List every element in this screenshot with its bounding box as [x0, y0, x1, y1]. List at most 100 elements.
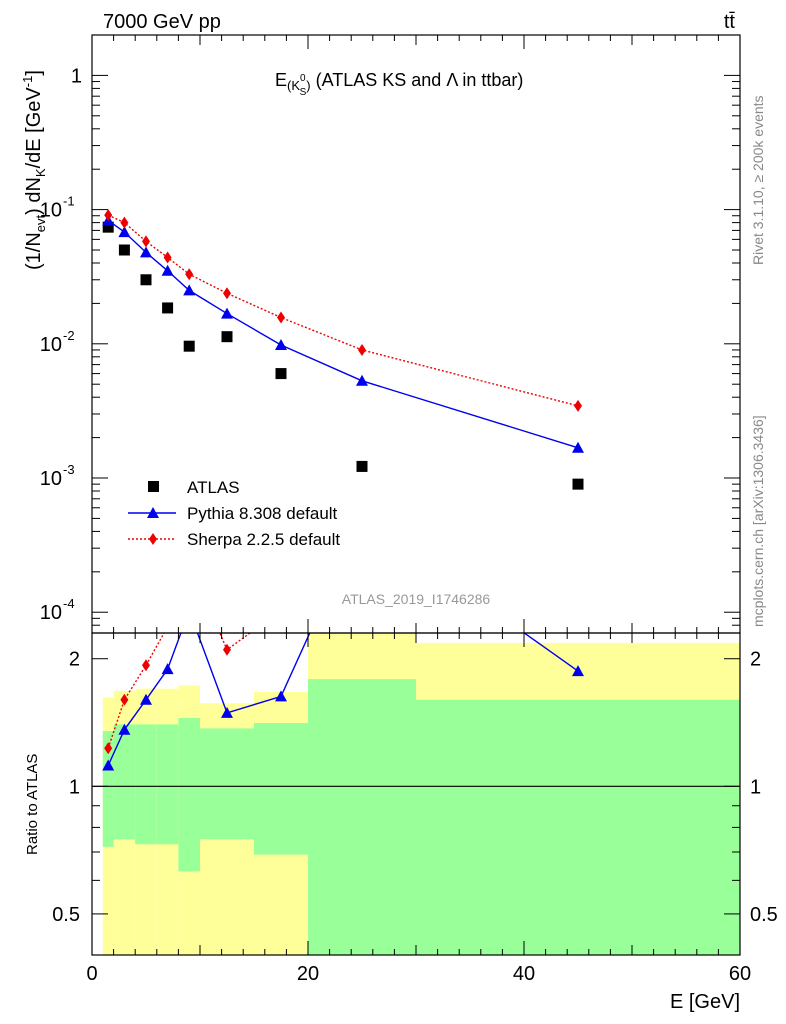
point-pythia-1 — [118, 226, 131, 238]
energy-label: 7000 GeV pp — [103, 11, 221, 33]
x-tick-label: 60 — [729, 963, 751, 985]
point-sherpa-6 — [277, 311, 285, 324]
point-pythia-4 — [183, 284, 196, 296]
point-pythia-7 — [356, 374, 368, 386]
x-tick-label: 20 — [297, 963, 319, 985]
point-sherpa-2 — [142, 235, 150, 248]
band-green-5 — [200, 728, 254, 840]
main-y-tick-exponent: -4 — [63, 596, 75, 611]
ratio-point-sherpa-8 — [574, 535, 582, 547]
ratio-y-tick-label-left: 1 — [69, 776, 80, 798]
ratio-y-tick-label-right: 2 — [750, 649, 761, 671]
band-green-3 — [156, 724, 179, 845]
legend-label-atlas: ATLAS — [187, 478, 240, 497]
ratio-point-sherpa-4 — [185, 555, 193, 567]
main-y-axis-label: (1/Nevt) dNK/dE [GeV-1] — [20, 70, 48, 270]
main-y-tick-exponent: -3 — [63, 462, 75, 477]
ratio-point-pythia-6 — [275, 690, 287, 702]
point-atlas-6 — [275, 368, 287, 380]
ratio-point-pythia-8 — [572, 665, 584, 677]
ratio-y-tick-label-left: 0.5 — [52, 904, 80, 926]
main-y-tick-label: 10 — [40, 468, 62, 490]
point-atlas-3 — [162, 302, 174, 314]
ratio-point-pythia-2 — [140, 693, 152, 705]
ratio-point-pythia-3 — [161, 663, 174, 675]
main-series-layer — [102, 209, 584, 490]
ratio-point-sherpa-2 — [142, 659, 150, 672]
legend-marker-square — [148, 481, 159, 492]
point-pythia-5 — [221, 307, 233, 319]
ratio-point-pythia-5 — [221, 706, 233, 718]
point-sherpa-3 — [163, 251, 172, 264]
mcplots-label: mcplots.cern.ch [arXiv:1306.3436] — [750, 415, 766, 627]
band-green-4 — [178, 717, 200, 872]
point-atlas-0 — [102, 221, 114, 233]
ratio-point-sherpa-1 — [120, 693, 129, 706]
ratio-point-pythia-4 — [183, 604, 195, 615]
ratio-series-layer — [92, 412, 740, 787]
x-axis-label: E [GeV] — [670, 991, 740, 1013]
band-green-1 — [113, 724, 136, 840]
point-sherpa-5 — [223, 287, 231, 300]
point-sherpa-8 — [574, 399, 582, 412]
legend-marker-diamond — [149, 533, 157, 545]
point-pythia-3 — [161, 264, 174, 276]
chart-title: E(K0 S) (ATLAS KS and Λ in ttbar) — [275, 70, 523, 98]
legend-entry-sherpa: Sherpa 2.2.5 default — [128, 530, 340, 549]
ratio-point-sherpa-5 — [223, 643, 231, 656]
ratio-line-pythia — [107, 633, 579, 766]
point-atlas-5 — [221, 331, 233, 343]
band-green-0 — [102, 731, 114, 847]
ratio-line-sherpa — [107, 633, 252, 749]
band-green-8 — [416, 699, 740, 955]
point-atlas-4 — [183, 340, 195, 352]
ratio-point-sherpa-7 — [358, 412, 366, 424]
band-green-2 — [135, 724, 157, 845]
point-sherpa-4 — [185, 268, 194, 281]
legend-marker-triangle — [147, 507, 159, 518]
series-line-sherpa — [107, 214, 579, 407]
band-green-6 — [254, 723, 308, 855]
main-y-tick-exponent: -2 — [63, 328, 75, 343]
main-y-tick-label: 10 — [40, 334, 62, 356]
point-pythia-6 — [275, 338, 287, 350]
point-pythia-2 — [140, 246, 152, 258]
point-sherpa-0 — [104, 209, 113, 222]
ratio-point-pythia-0 — [102, 759, 115, 771]
ratio-point-sherpa-3 — [164, 621, 172, 633]
ratio-y-tick-label-left: 2 — [69, 649, 80, 671]
ratio-point-pythia-1 — [118, 723, 131, 735]
rivet-label: Rivet 3.1.10, ≥ 200k events — [750, 95, 766, 265]
point-atlas-7 — [356, 460, 368, 472]
point-atlas-8 — [572, 478, 584, 490]
main-y-tick-exponent: -1 — [63, 194, 75, 209]
point-sherpa-7 — [358, 343, 366, 356]
legend-label-sherpa: Sherpa 2.2.5 default — [187, 530, 340, 549]
ratio-y-axis-label: Ratio to ATLAS — [24, 754, 41, 855]
main-y-tick-label: 10 — [40, 602, 62, 624]
band-green-7 — [308, 679, 416, 955]
ratio-point-sherpa-0 — [104, 742, 113, 755]
x-tick-label: 40 — [513, 963, 535, 985]
analysis-watermark: ATLAS_2019_I1746286 — [342, 591, 491, 607]
point-sherpa-1 — [120, 216, 129, 229]
point-atlas-2 — [140, 274, 152, 286]
point-atlas-1 — [118, 244, 130, 256]
process-label: tt̄ — [724, 11, 736, 33]
legend-entry-atlas: ATLAS — [148, 478, 240, 497]
main-y-tick-label: 1 — [71, 65, 82, 87]
legend-entry-pythia: Pythia 8.308 default — [128, 504, 338, 523]
x-tick-label: 0 — [86, 963, 97, 985]
legend-label-pythia: Pythia 8.308 default — [187, 504, 338, 523]
point-pythia-8 — [572, 441, 584, 453]
main-y-tick-label: 10 — [40, 200, 62, 222]
ratio-uncertainty-bands — [102, 633, 740, 955]
legend: ATLAS Pythia 8.308 default Sherpa 2.2.5 … — [128, 478, 340, 549]
ratio-point-pythia-7 — [356, 512, 368, 523]
ratio-y-tick-label-right: 1 — [750, 776, 761, 798]
ratio-y-tick-label-right: 0.5 — [750, 904, 778, 926]
series-line-pythia — [107, 219, 579, 449]
ratio-point-sherpa-6 — [277, 604, 285, 616]
